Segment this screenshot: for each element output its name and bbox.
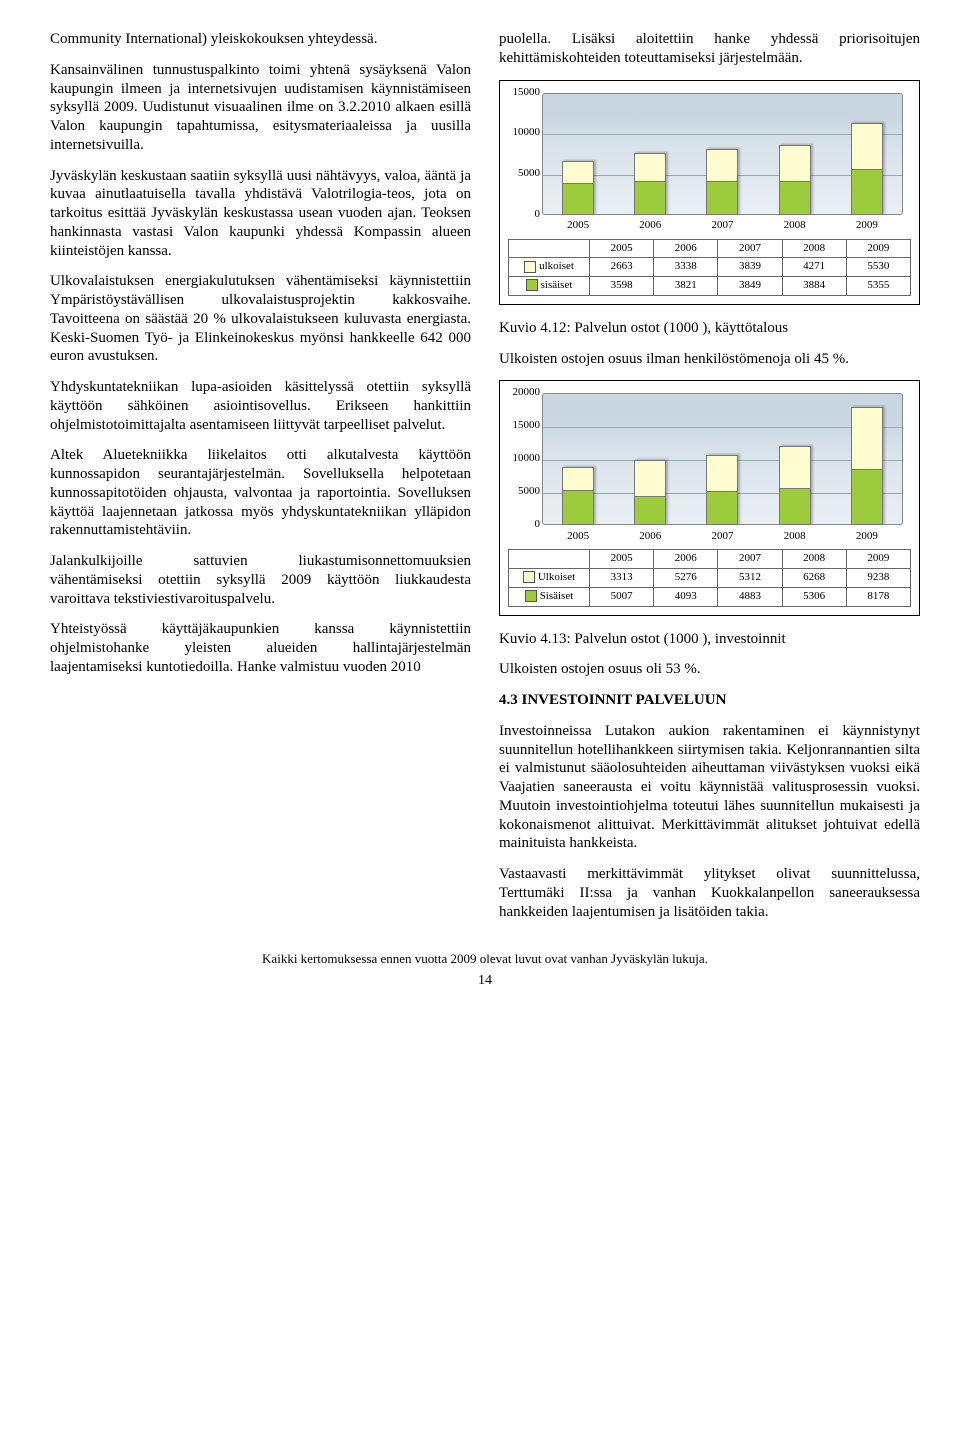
legend-ulkoiset: Ulkoiset <box>509 569 590 588</box>
y-tick-label: 20000 <box>506 386 540 400</box>
cell: 4883 <box>718 587 782 606</box>
para: Ulkoisten ostojen osuus oli 53 %. <box>499 660 920 679</box>
x-tick-label: 2008 <box>784 530 806 544</box>
para: Jalankulkijoille sattuvien liukastumison… <box>50 552 471 608</box>
para: Yhteistyössä käyttäjäkaupunkien kanssa k… <box>50 620 471 676</box>
cell: 3598 <box>590 277 654 296</box>
y-tick-label: 5000 <box>506 485 540 499</box>
col-header: 2008 <box>782 239 846 258</box>
page-number: 14 <box>50 972 920 990</box>
para: Kansainvälinen tunnustuspalkinto toimi y… <box>50 61 471 155</box>
bar-2005 <box>562 161 594 215</box>
y-tick-label: 0 <box>506 208 540 222</box>
cell: 3839 <box>718 258 782 277</box>
legend-sisaiset: Sisäiset <box>509 587 590 606</box>
x-tick-label: 2005 <box>567 530 589 544</box>
cell: 5312 <box>718 569 782 588</box>
bar-2005 <box>562 467 594 525</box>
chart-413: 0500010000150002000020052006200720082009… <box>499 380 920 615</box>
col-header: 2008 <box>782 550 846 569</box>
cell: 5306 <box>782 587 846 606</box>
para: Investoinneissa Lutakon aukion rakentami… <box>499 722 920 853</box>
legend-swatch-icon <box>525 590 537 602</box>
legend-swatch-icon <box>526 279 538 291</box>
cell: 5007 <box>590 587 654 606</box>
legend-swatch-icon <box>524 261 536 273</box>
cell: 6268 <box>782 569 846 588</box>
right-column: puolella. Lisäksi aloitettiin hanke yhde… <box>499 30 920 933</box>
chart-412-data-table: 20052006200720082009 ulkoiset266333383839… <box>508 239 911 296</box>
cell: 2663 <box>590 258 654 277</box>
cell: 4093 <box>654 587 718 606</box>
x-tick-label: 2008 <box>784 219 806 233</box>
x-tick-label: 2007 <box>711 219 733 233</box>
col-header: 2007 <box>718 239 782 258</box>
cell: 5276 <box>654 569 718 588</box>
col-header: 2007 <box>718 550 782 569</box>
col-header: 2009 <box>846 239 910 258</box>
chart-caption: Kuvio 4.13: Palvelun ostot (1000 ), inve… <box>499 630 920 649</box>
para: Altek Aluetekniikka liikelaitos otti alk… <box>50 446 471 540</box>
para: Community International) yleiskokouksen … <box>50 30 471 49</box>
x-tick-label: 2009 <box>856 530 878 544</box>
x-tick-label: 2006 <box>639 219 661 233</box>
chart-413-data-table: 20052006200720082009 Ulkoiset331352765312… <box>508 549 911 606</box>
x-tick-label: 2005 <box>567 219 589 233</box>
cell: 3338 <box>654 258 718 277</box>
col-header: 2006 <box>654 550 718 569</box>
bar-2009 <box>851 407 883 525</box>
chart-caption: Kuvio 4.12: Palvelun ostot (1000 ), käyt… <box>499 319 920 338</box>
y-tick-label: 5000 <box>506 167 540 181</box>
cell: 3313 <box>590 569 654 588</box>
col-header: 2009 <box>846 550 910 569</box>
section-heading: 4.3 INVESTOINNIT PALVELUUN <box>499 691 920 710</box>
page-footnote: Kaikki kertomuksessa ennen vuotta 2009 o… <box>50 951 920 967</box>
para: Vastaavasti merkittävimmät ylitykset oli… <box>499 865 920 921</box>
para: puolella. Lisäksi aloitettiin hanke yhde… <box>499 30 920 68</box>
bar-2007 <box>706 149 738 215</box>
cell: 3884 <box>782 277 846 296</box>
cell: 3821 <box>654 277 718 296</box>
bar-2008 <box>779 446 811 525</box>
bar-2008 <box>779 145 811 214</box>
col-header: 2006 <box>654 239 718 258</box>
para: Ulkoisten ostojen osuus ilman henkilöstö… <box>499 350 920 369</box>
cell: 5355 <box>846 277 910 296</box>
x-tick-label: 2006 <box>639 530 661 544</box>
y-tick-label: 10000 <box>506 126 540 140</box>
cell: 3849 <box>718 277 782 296</box>
x-tick-label: 2007 <box>711 530 733 544</box>
chart-412: 05000100001500020052006200720082009 2005… <box>499 80 920 305</box>
cell: 4271 <box>782 258 846 277</box>
cell: 9238 <box>846 569 910 588</box>
bar-2009 <box>851 123 883 215</box>
cell: 8178 <box>846 587 910 606</box>
bar-2006 <box>634 153 666 214</box>
x-tick-label: 2009 <box>856 219 878 233</box>
left-column: Community International) yleiskokouksen … <box>50 30 471 933</box>
cell: 5530 <box>846 258 910 277</box>
y-tick-label: 15000 <box>506 419 540 433</box>
bar-2007 <box>706 455 738 525</box>
col-header: 2005 <box>590 550 654 569</box>
bar-2006 <box>634 460 666 525</box>
para: Yhdyskuntatekniikan lupa-asioiden käsitt… <box>50 378 471 434</box>
legend-ulkoiset: ulkoiset <box>509 258 590 277</box>
para: Jyväskylän keskustaan saatiin syksyllä u… <box>50 167 471 261</box>
para: Ulkovalaistuksen energiakulutuksen vähen… <box>50 272 471 366</box>
y-tick-label: 0 <box>506 518 540 532</box>
col-header: 2005 <box>590 239 654 258</box>
legend-sisaiset: sisäiset <box>509 277 590 296</box>
y-tick-label: 15000 <box>506 86 540 100</box>
y-tick-label: 10000 <box>506 452 540 466</box>
legend-swatch-icon <box>523 571 535 583</box>
